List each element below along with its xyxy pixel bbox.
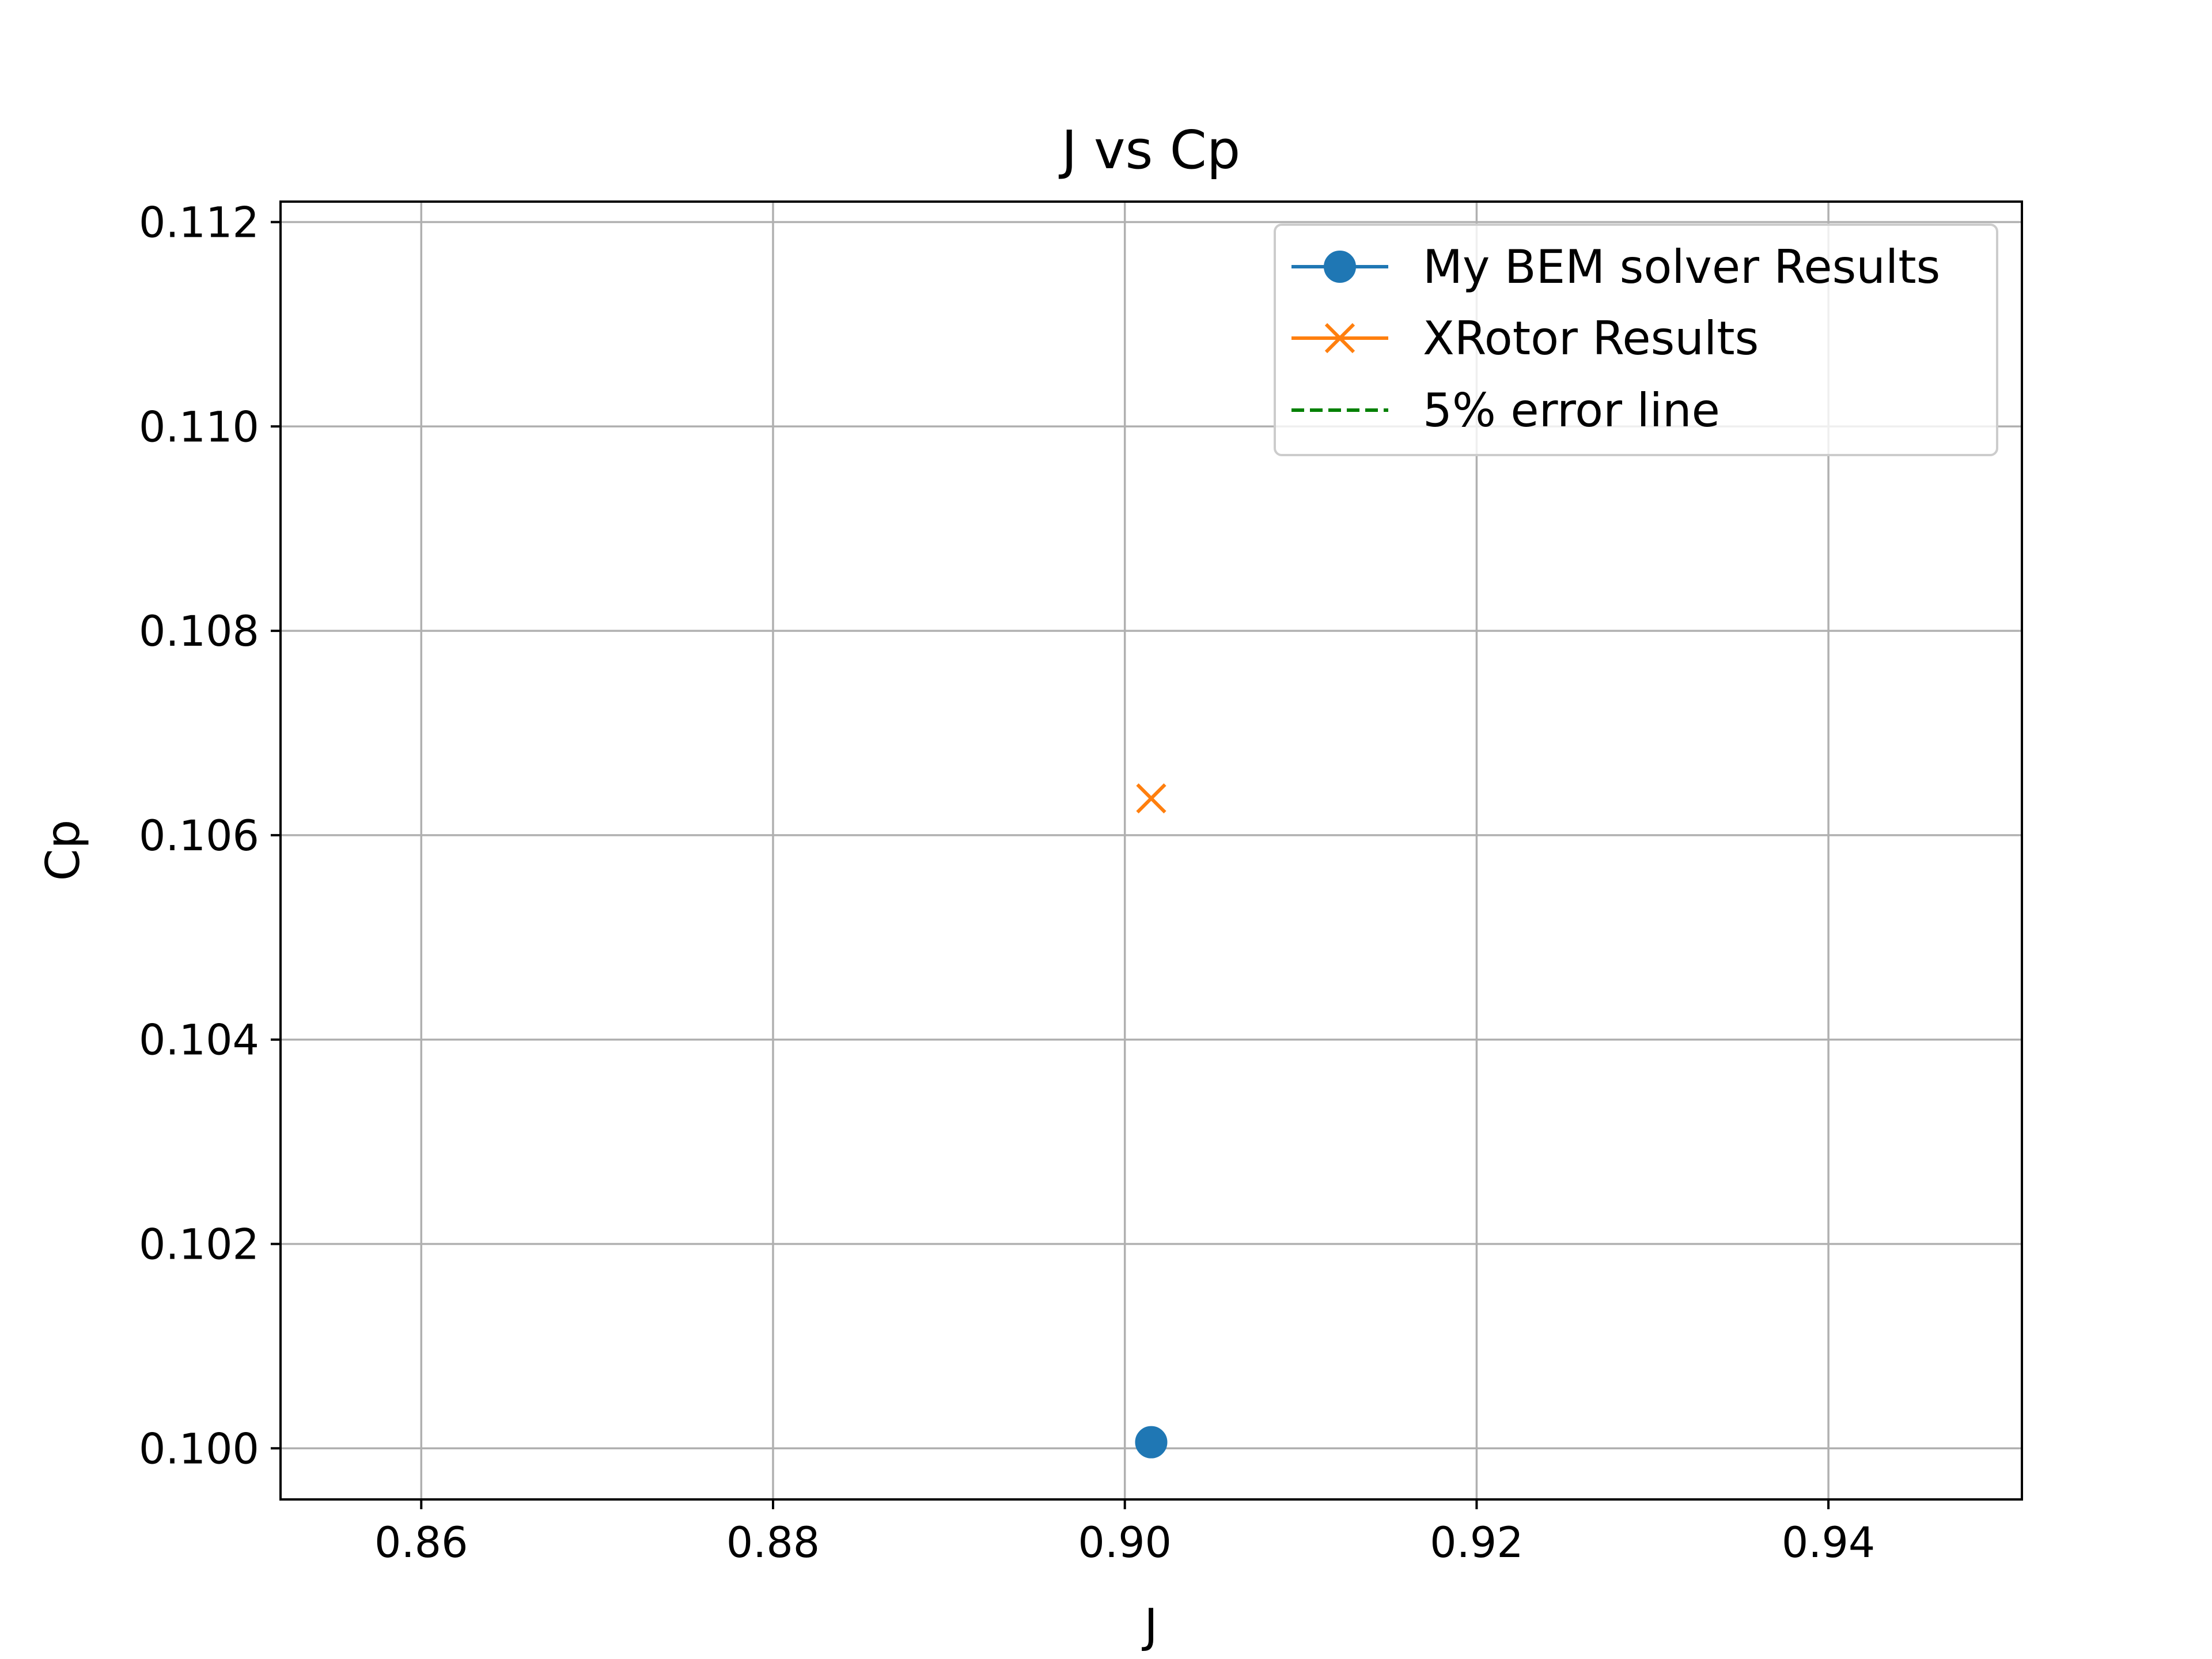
- chart-title: J vs Cp: [1059, 119, 1241, 181]
- y-axis-label: Cp: [36, 820, 90, 881]
- legend-label: XRotor Results: [1423, 312, 1759, 365]
- x-tick-label: 0.92: [1430, 1518, 1524, 1567]
- data-marks: [1135, 783, 1168, 1459]
- legend-entry: 5% error line: [1291, 384, 1720, 437]
- legend-entry: XRotor Results: [1291, 312, 1759, 365]
- y-axis-ticks: 0.100 0.102 0.104 0.106 0.108 0.110 0.112: [139, 198, 281, 1474]
- my-bem-solver-results-point: [1135, 1426, 1168, 1459]
- x-axis-ticks: 0.86 0.88 0.90 0.92 0.94: [374, 1499, 1875, 1567]
- legend-entry: My BEM solver Results: [1291, 240, 1940, 294]
- y-tick-label: 0.106: [139, 812, 259, 861]
- x-axis-label: J: [1141, 1599, 1158, 1653]
- legend-label: My BEM solver Results: [1423, 240, 1940, 294]
- xrotor-results-point: [1136, 783, 1166, 814]
- y-tick-label: 0.104: [139, 1016, 259, 1065]
- legend-marker-sample: [1324, 323, 1355, 354]
- legend-label: 5% error line: [1423, 384, 1720, 437]
- x-tick-label: 0.88: [726, 1518, 820, 1567]
- x-tick-label: 0.94: [1782, 1518, 1876, 1567]
- y-tick-label: 0.102: [139, 1220, 259, 1269]
- x-tick-label: 0.90: [1078, 1518, 1172, 1567]
- x-tick-label: 0.86: [374, 1518, 468, 1567]
- plot-area-frame: [279, 200, 2023, 1501]
- y-tick-label: 0.100: [139, 1425, 259, 1474]
- y-tick-label: 0.110: [139, 403, 259, 452]
- y-tick-label: 0.112: [139, 198, 259, 247]
- legend: My BEM solver Results XRotor Results 5% er…: [1274, 224, 1998, 456]
- y-tick-label: 0.108: [139, 607, 259, 656]
- legend-marker-sample: [1324, 251, 1356, 283]
- legend-frame: [1274, 224, 1998, 456]
